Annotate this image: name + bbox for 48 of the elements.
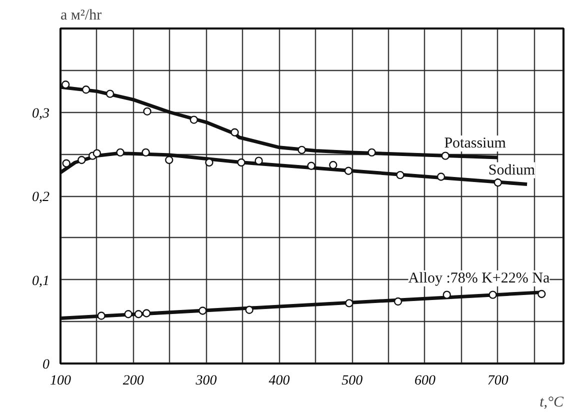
point [190,116,198,124]
x-tick-label: 200 [122,374,144,388]
x-tick-label: 400 [268,374,290,388]
point [237,158,246,167]
point [245,306,254,314]
point [441,152,450,160]
point [344,166,353,175]
point [142,309,151,318]
point [97,312,106,320]
point [345,299,354,308]
point [298,146,306,154]
point [307,162,316,170]
point [254,156,263,165]
series-label: Alloy :78% K+22% Na [408,270,550,286]
y-tick-label: 0,2 [32,190,50,205]
y-tick-label: 0,1 [32,274,50,289]
point [488,290,497,299]
point [442,290,451,299]
point [436,172,446,181]
x-axis-title: t,°C [540,394,564,410]
point [142,148,150,157]
y-axis-title: a м²/hr [60,8,102,24]
series-label: Potassium [444,135,506,152]
point [143,107,152,116]
point [78,156,86,164]
point [92,149,102,158]
point [494,178,502,187]
x-tick-label: 600 [414,374,436,388]
x-tick-label: 300 [194,374,217,388]
point [538,290,546,298]
x-tick-label: 700 [487,374,508,388]
point [230,128,239,136]
point [134,310,143,318]
series-label: Sodium [488,162,536,178]
point [198,306,207,315]
point [106,90,114,98]
x-tick-label: 500 [342,374,363,388]
point [165,156,174,164]
point [82,86,90,94]
point [62,159,70,168]
y-tick-label: 0,3 [32,106,50,122]
point [124,310,132,318]
point [396,170,404,180]
y-tick-label: 0 [42,358,50,372]
point [116,148,124,157]
point [368,148,376,157]
point [394,297,402,306]
x-tick-label: 100 [50,374,71,388]
